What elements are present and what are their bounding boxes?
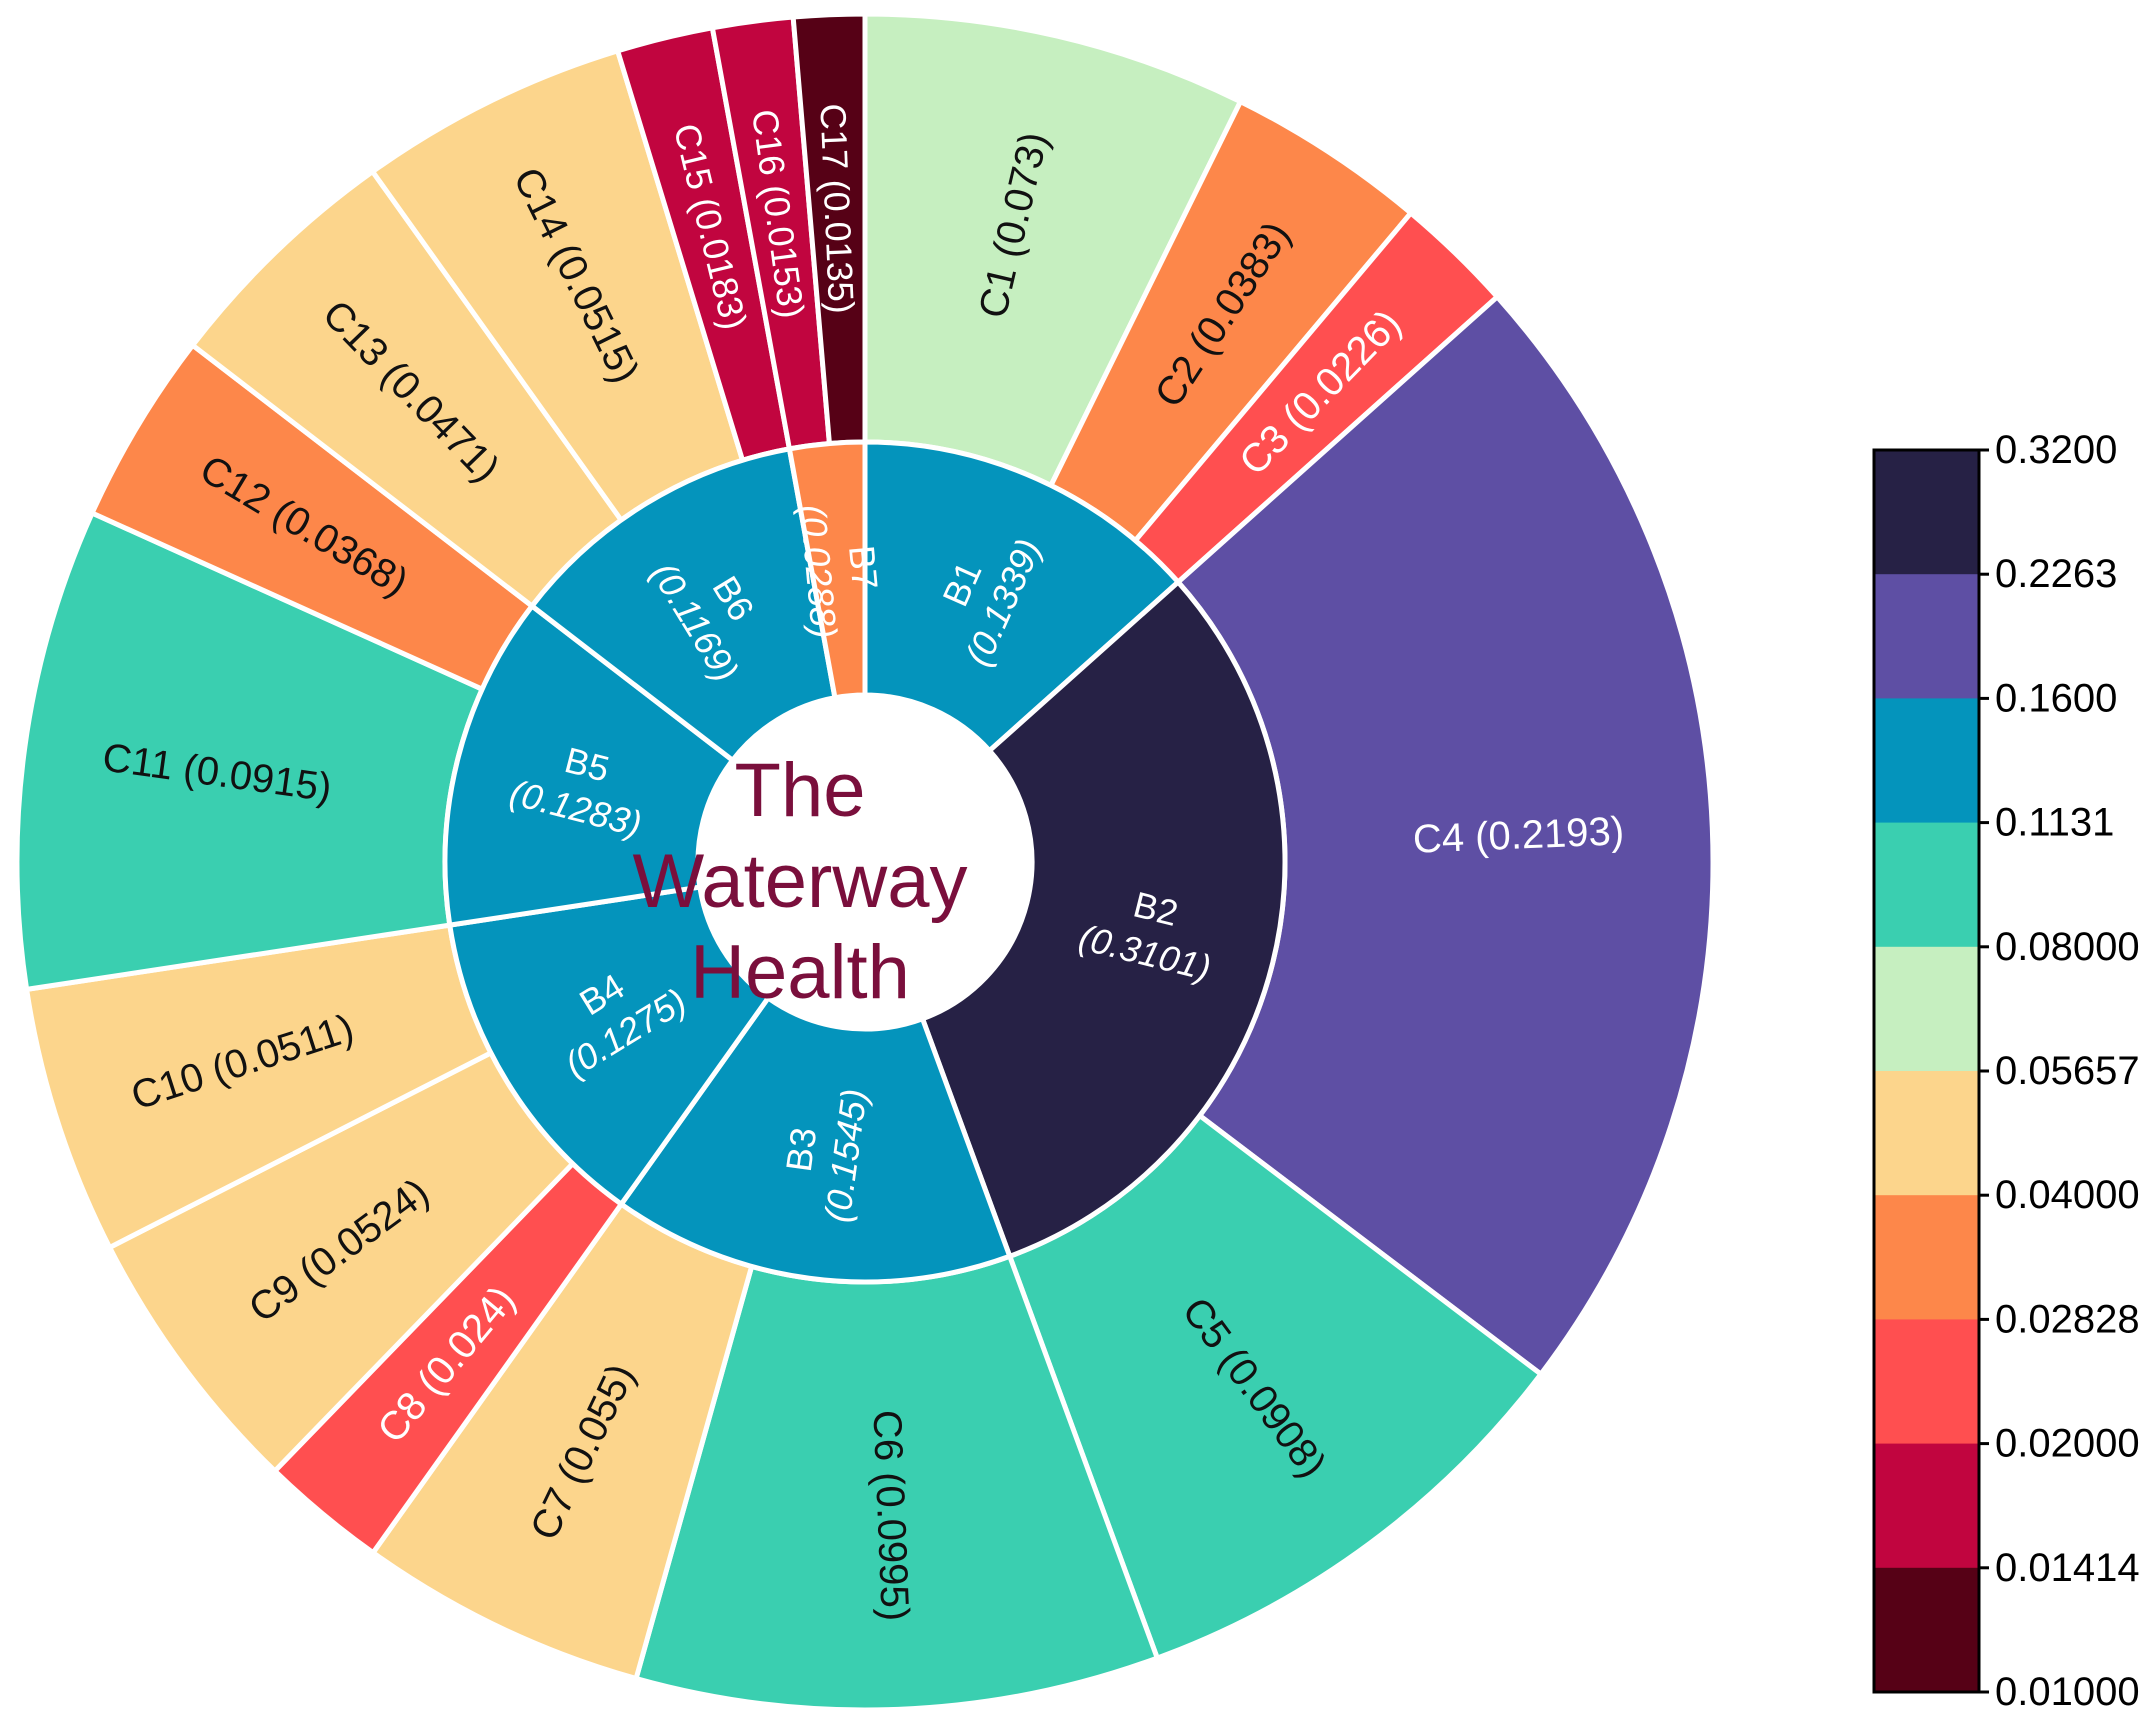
center-title: The Waterway Health [605,745,995,1018]
colorbar-tick-label: 0.2263 [1995,552,2117,596]
colorbar: 0.3200 0.2263 0.1600 0.1131 0.08000 0.05657 0.… [1872,428,2140,1714]
colorbar-band [1874,1071,1979,1196]
inner-segment-b7 [786,439,868,701]
colorbar-band [1874,1567,1979,1693]
outer-label-c4: C4 (0.2193) [1412,809,1625,862]
colorbar-band [1874,698,1979,824]
colorbar-band [1874,1195,1979,1320]
inner-segment-b4 [446,884,772,1208]
colorbar-band [1874,822,1979,948]
colorbar-tick-label: 0.04000 [1995,1173,2140,1217]
center-title-line-2: Waterway [632,839,968,924]
colorbar-tick-label: 0.01000 [1995,1670,2140,1714]
colorbar-tick-label: 0.05657 [1995,1049,2140,1093]
center-title-line-1: The [734,748,866,833]
colorbar-tick-label: 0.01414 [1995,1546,2140,1590]
colorbar-tick-label: 0.3200 [1995,428,2117,472]
inner-segment-b6 [528,445,838,764]
inner-segment-b2 [919,578,1288,1260]
colorbar-tick-label: 0.02000 [1995,1422,2140,1466]
outer-label-c17: C17 (0.0135) [812,103,862,315]
colorbar-tick-label: 0.1600 [1995,676,2117,720]
colorbar-band [1874,1319,1979,1445]
inner-segment-b5 [442,602,737,928]
colorbar-band [1874,946,1979,1072]
colorbar-band [1874,574,1979,699]
colorbar-band [1874,450,1979,575]
colorbar-tick-label: 0.08000 [1995,925,2140,969]
colorbar-tick-label: 0.02828 [1995,1297,2140,1341]
outer-label-c6: C6 (0.0995) [865,1409,917,1622]
inner-segment-b1 [862,439,1182,755]
chart-segments [14,11,1716,1713]
colorbar-tick-label: 0.1131 [1995,801,2114,845]
colorbar-band [1874,1443,1979,1569]
center-title-line-3: Health [690,930,910,1015]
